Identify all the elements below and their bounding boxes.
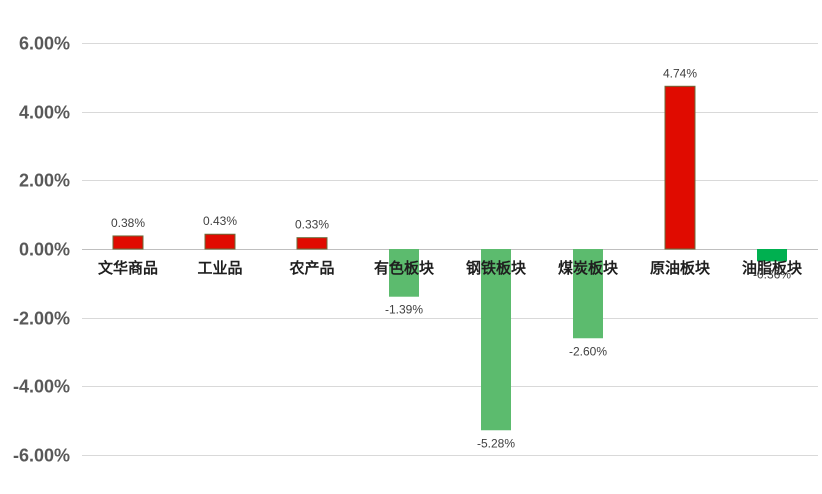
bar: [481, 249, 511, 431]
data-label: -0.36%: [753, 267, 791, 281]
data-label: 0.33%: [295, 218, 329, 232]
bar: [389, 249, 419, 297]
bar: [757, 249, 787, 262]
data-label: 4.74%: [663, 66, 697, 80]
data-label: -2.60%: [569, 344, 607, 358]
bar: [296, 237, 328, 250]
y-tick-label: 0.00%: [19, 240, 70, 260]
data-label: 0.43%: [203, 214, 237, 228]
bar: [664, 85, 696, 250]
bar: [112, 235, 144, 250]
y-tick-label: 6.00%: [19, 34, 70, 54]
category-label: 煤炭板块: [558, 259, 619, 277]
data-label: 0.38%: [111, 216, 145, 230]
bar-layer: [112, 85, 787, 431]
category-label: 工业品: [197, 259, 242, 277]
bar: [204, 233, 236, 250]
category-label: 钢铁板块: [466, 259, 527, 277]
category-label: 农产品: [288, 259, 334, 277]
y-tick-label: 4.00%: [19, 103, 70, 123]
category-label: 文华商品: [98, 259, 158, 277]
data-label: -1.39%: [385, 303, 423, 317]
category-label: 有色板块: [374, 259, 435, 277]
bar: [573, 249, 603, 339]
y-tick-label: -4.00%: [13, 377, 70, 397]
y-tick-label: -2.00%: [13, 309, 70, 329]
y-tick-label: -6.00%: [13, 446, 70, 466]
data-label: -5.28%: [477, 436, 515, 450]
label-layer: 6.00% 4.00% 2.00% 0.00% -2.00% -4.00% -6.00% 文华…: [13, 34, 803, 466]
category-label: 油脂板块: [742, 259, 803, 277]
grid-layer: [82, 43, 818, 456]
category-label: 原油板块: [650, 259, 711, 277]
y-tick-label: 2.00%: [19, 171, 70, 191]
